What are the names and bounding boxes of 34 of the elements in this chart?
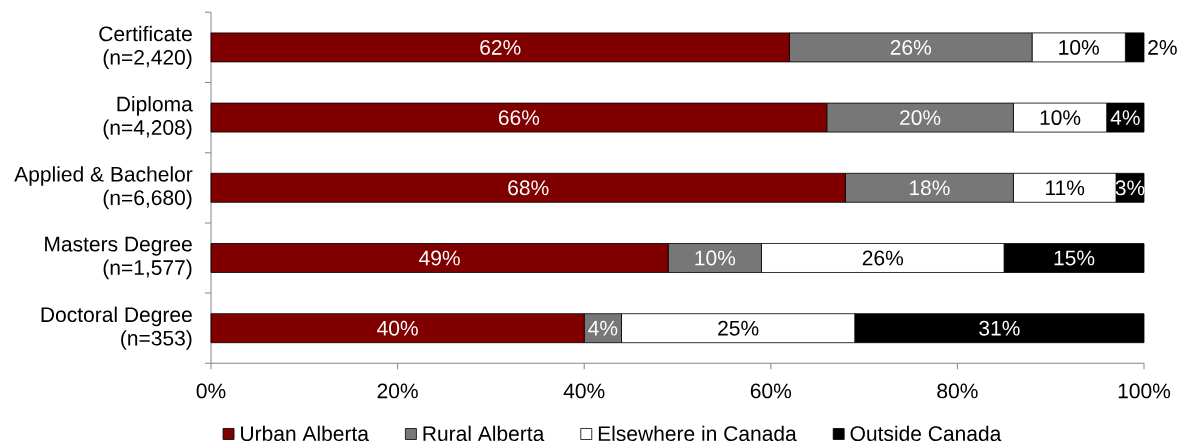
data-label: 2% [1148, 40, 1177, 55]
x-tick-label: 0% [196, 383, 226, 399]
data-label: 15% [1054, 250, 1095, 266]
data-label: 18% [910, 180, 950, 196]
legend-label: Elsewhere in Canada [598, 425, 797, 442]
data-label: 11% [1046, 180, 1085, 196]
data-label: 10% [695, 250, 736, 266]
legend-label: Urban Alberta [241, 425, 369, 442]
legend-label: Outside Canada [850, 425, 1002, 442]
data-label: 4% [588, 320, 618, 336]
data-label: 68% [508, 180, 549, 196]
data-label: 62% [480, 39, 521, 55]
y-tick-label: Doctoral Degree (n=353) [41, 306, 192, 350]
data-label: 49% [419, 250, 460, 266]
y-tick-label: Certificate (n=2,420) [99, 25, 192, 69]
data-label: 4% [1110, 110, 1140, 125]
data-label: 10% [1059, 39, 1099, 55]
data-label: 26% [890, 39, 932, 55]
x-tick-label: 60% [750, 383, 792, 399]
y-tick-label: Applied & Bachelor (n=6,680) [14, 166, 193, 210]
data-label: 20% [900, 110, 941, 126]
data-label: 31% [979, 320, 1020, 336]
data-label: 10% [1040, 110, 1081, 126]
y-tick-label: Masters Degree (n=1,577) [45, 236, 192, 280]
data-label: 25% [718, 320, 759, 336]
data-label: 26% [862, 250, 904, 266]
legend-label: Rural Alberta [423, 425, 545, 442]
x-tick-label: 40% [563, 383, 605, 399]
data-label: 40% [377, 320, 418, 336]
y-tick-label: Diploma (n=4,208) [103, 96, 193, 140]
x-tick-label: 20% [377, 383, 418, 399]
data-label: 66% [498, 110, 540, 126]
x-tick-label: 100% [1118, 383, 1171, 399]
x-tick-label: 80% [937, 383, 978, 399]
